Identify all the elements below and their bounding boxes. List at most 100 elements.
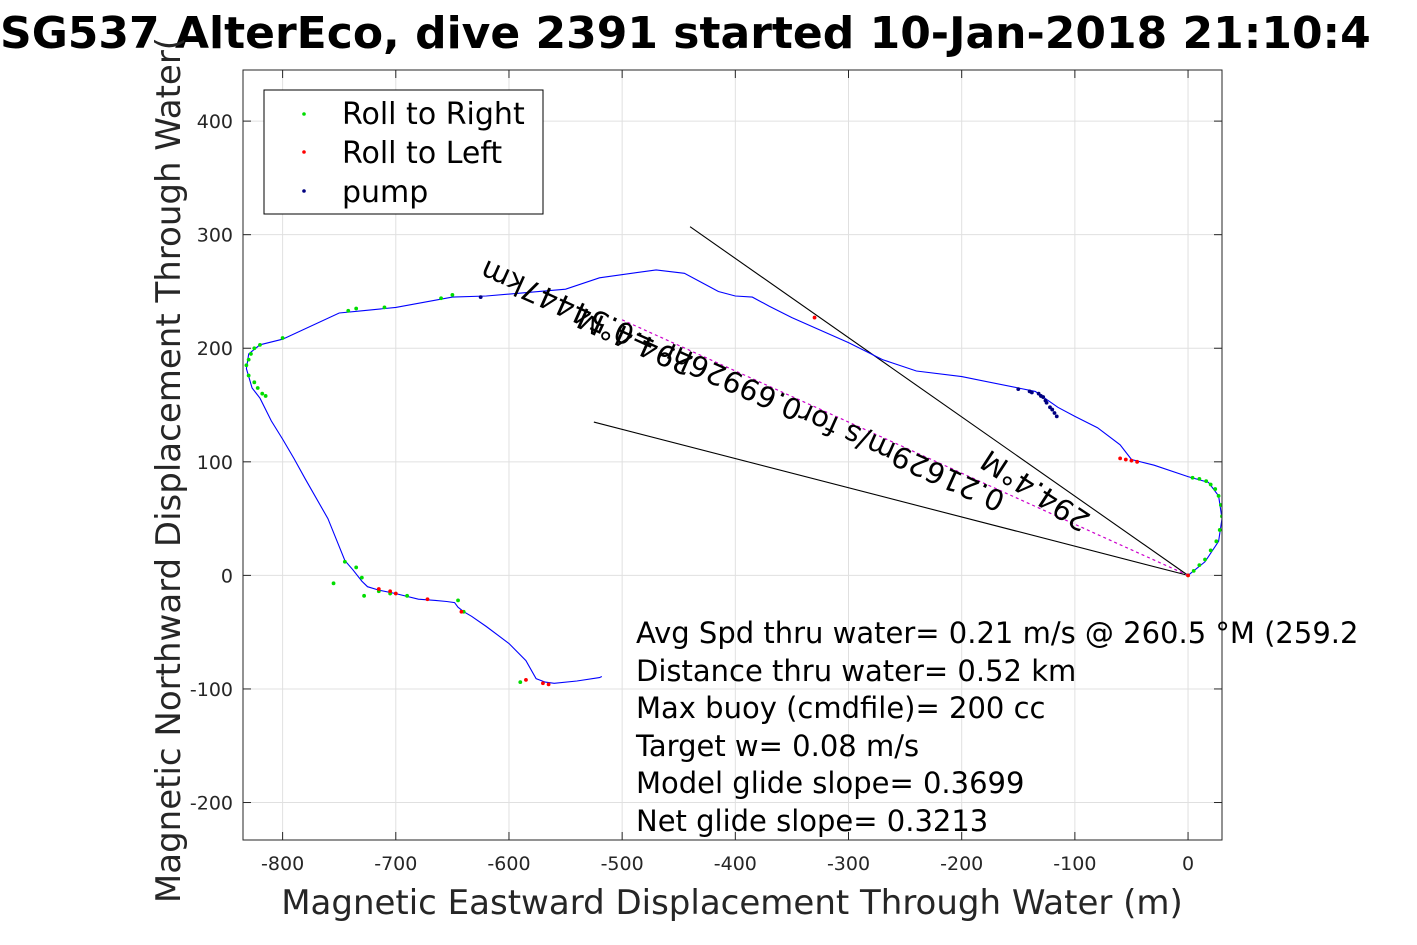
x-tick-label: -200 [940, 853, 983, 875]
roll-right-point [346, 308, 351, 313]
roll-left-point [524, 677, 528, 682]
annotation-target-w: Target w= 0.08 m/s [635, 729, 919, 763]
pump-point [1052, 411, 1057, 415]
roll-right-point [246, 373, 251, 378]
x-tick-label: -500 [601, 853, 644, 875]
legend-marker-pump [302, 189, 306, 193]
roll-right-point [405, 593, 410, 598]
roll-left-point [459, 609, 464, 614]
roll-left-point [1129, 458, 1134, 463]
pump-point [1050, 407, 1055, 412]
roll-left-point [546, 682, 551, 687]
roll-right-point [362, 593, 367, 598]
roll-right-point [359, 575, 364, 580]
x-axis-label: Magnetic Eastward Displacement Through W… [281, 883, 1183, 923]
annotation-model-glide-slope: Model glide slope= 0.3699 [636, 766, 1024, 800]
x-tick-label: -300 [827, 853, 870, 875]
roll-right-point [1216, 493, 1221, 498]
roll-right-point [280, 336, 285, 340]
roll-left-point [393, 591, 398, 596]
roll-right-point [439, 296, 443, 301]
roll-right-point [1203, 557, 1207, 562]
roll-right-point [1218, 503, 1222, 507]
roll-right-point [255, 386, 260, 390]
roll-right-point [518, 680, 523, 685]
roll-right-point [260, 391, 265, 396]
reference-line [689, 226, 1189, 576]
annotations: Avg Spd thru water= 0.21 m/s @ 260.5 °M … [635, 616, 1358, 838]
roll-right-point [1204, 479, 1209, 484]
axis-ticks [243, 70, 1222, 840]
y-tick-label: 100 [197, 452, 233, 474]
reference-line [593, 421, 1189, 576]
x-tick-label: -100 [1053, 853, 1096, 875]
roll-right-point [450, 292, 455, 297]
annotation-max-buoy: Max buoy (cmdfile)= 200 cc [636, 691, 1045, 725]
y-axis-label: Magnetic Northward Displacement Through … [149, 37, 189, 903]
pump-point [478, 295, 483, 300]
y-tick-label: 300 [197, 225, 233, 247]
roll-right-point [1213, 487, 1218, 491]
x-tick-label: 0 [1182, 853, 1194, 875]
y-tick-label: -200 [190, 793, 233, 815]
pump-point [1029, 390, 1034, 395]
roll-left-point [1123, 457, 1128, 462]
tick-labels: -800 -700 -600 -500 -400 -300 -200 -100 0 -200 -10… [190, 111, 1194, 875]
roll-right-point [246, 357, 251, 362]
roll-left-point [425, 597, 430, 602]
y-tick-label: 200 [197, 338, 233, 360]
roll-left-point [1118, 456, 1123, 461]
track-line [245, 269, 1222, 684]
roll-left-point [388, 589, 393, 594]
roll-right-point [1208, 548, 1213, 553]
pump-point [1054, 414, 1059, 419]
legend-marker-roll-left [302, 150, 306, 154]
y-tick-label: -100 [190, 679, 233, 701]
pump-point [1039, 394, 1043, 398]
roll-right-point [1208, 482, 1213, 487]
annotation-net-glide-slope: Net glide slope= 0.3213 [636, 804, 988, 838]
annotation-avg-speed: Avg Spd thru water= 0.21 m/s @ 260.5 °M … [636, 616, 1358, 650]
roll-left-point [541, 681, 545, 686]
legend-box [263, 89, 544, 215]
legend: Roll to Right Roll to Left pump [263, 89, 544, 215]
roll-right-point [1191, 568, 1196, 573]
chart-title: SG537 AlterEco, dive 2391 started 10-Jan… [0, 8, 1371, 59]
current-vector [621, 319, 1189, 576]
pump-point [1043, 398, 1048, 403]
y-tick-label: 400 [197, 111, 233, 133]
legend-label-roll-right: Roll to Right [342, 97, 525, 132]
roll-right-point [1217, 528, 1222, 532]
roll-right-point [1197, 476, 1202, 481]
roll-right-point [331, 581, 336, 586]
roll-left-point [1135, 459, 1140, 464]
x-tick-label: -600 [487, 853, 530, 875]
data-layer [244, 226, 1222, 687]
roll-left-point [1186, 573, 1190, 578]
legend-marker-roll-right [302, 112, 306, 116]
x-tick-label: -800 [261, 853, 304, 875]
roll-right-point [354, 565, 359, 570]
x-tick-label: -700 [374, 853, 417, 875]
y-tick-label: 0 [221, 565, 233, 587]
annotation-distance: Distance thru water= 0.52 km [636, 654, 1076, 688]
roll-right-point [258, 342, 262, 347]
roll-left-point [376, 587, 381, 591]
x-tick-label: -400 [714, 853, 757, 875]
roll-right-point [354, 306, 359, 311]
roll-right-point [249, 352, 253, 356]
roll-right-point [1190, 475, 1195, 480]
plot-area [244, 226, 1222, 687]
roll-right-point [252, 346, 257, 351]
roll-right-point [244, 363, 249, 368]
roll-right-point [263, 394, 268, 398]
roll-right-point [1214, 539, 1219, 544]
roll-left-point [812, 315, 817, 320]
roll-right-point [1197, 563, 1202, 568]
pump-point [1016, 387, 1021, 392]
roll-right-point [342, 559, 347, 564]
roll-right-point [456, 598, 460, 603]
roll-right-point [252, 380, 257, 385]
